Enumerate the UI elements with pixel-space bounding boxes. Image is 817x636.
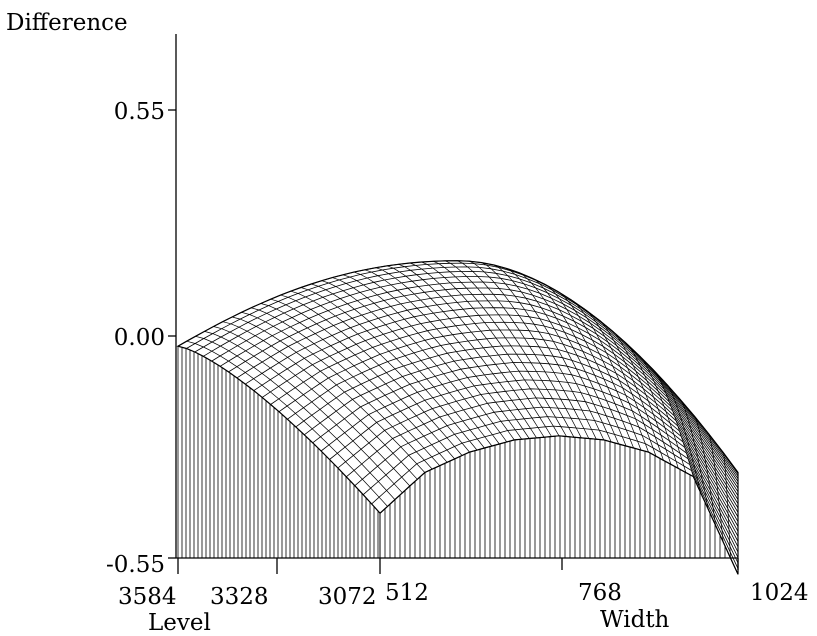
- z-tick-label: -0.55: [106, 552, 165, 578]
- surface-width-line: [557, 291, 642, 451]
- surface-width-line: [222, 321, 418, 480]
- surface-width-line: [204, 331, 403, 494]
- width-tick-label: 768: [578, 580, 622, 606]
- surface-width-line: [195, 335, 396, 500]
- surface-width-line: [610, 329, 672, 465]
- surface-width-line: [469, 260, 590, 439]
- surface-width-line: [457, 260, 582, 439]
- width-tick-label: 512: [385, 580, 429, 606]
- surface-width-line: [177, 345, 381, 514]
- surface-width-line: [241, 311, 433, 470]
- surface-width-line: [186, 340, 388, 507]
- surface-width-line: [583, 308, 657, 457]
- z-tick-label: 0.55: [114, 99, 165, 125]
- surface-width-line: [232, 316, 426, 473]
- surface-width-line: [409, 262, 552, 437]
- surface-width-line: [506, 268, 612, 443]
- surface-width-line: [290, 290, 470, 453]
- level-axis-title: Level: [148, 610, 211, 636]
- surface-width-line: [321, 280, 493, 447]
- surface-width-line: [353, 271, 515, 441]
- surface-width-line: [433, 260, 567, 437]
- surface-width-line: [300, 287, 478, 451]
- surface-width-line: [375, 267, 530, 439]
- level-tick-label: 3584: [118, 584, 177, 610]
- surface-width-line: [624, 341, 679, 469]
- z-axis-title: Difference: [6, 10, 128, 36]
- surface-width-line: [708, 433, 724, 542]
- surface-width-line: [342, 274, 508, 443]
- surface-width-line: [251, 307, 440, 466]
- width-axis-title: Width: [600, 607, 670, 633]
- surface-width-line: [213, 326, 411, 487]
- surface-width-line: [665, 383, 702, 493]
- surface-width-line: [311, 283, 485, 449]
- left-side-face: [178, 346, 380, 558]
- surface-width-line: [679, 399, 709, 510]
- surface-width-line: [723, 452, 731, 559]
- surface-width-line: [387, 265, 537, 439]
- surface-width-line: [270, 298, 455, 460]
- surface-width-line: [493, 264, 605, 441]
- surface-width-line: [421, 261, 560, 436]
- surface-width-line: [570, 299, 649, 453]
- axes: Difference 0.55 0.00 -0.55 3584 3328 307…: [6, 10, 809, 636]
- surface-width-line: [260, 303, 448, 463]
- surface-width-line: [694, 416, 716, 526]
- surface-mesh: [176, 260, 739, 575]
- level-tick-label: 3072: [318, 584, 377, 610]
- surface-width-line: [445, 260, 575, 438]
- surface-width-line: [398, 263, 545, 438]
- z-tick-label: 0.00: [114, 325, 165, 351]
- level-tick-label: 3328: [210, 584, 269, 610]
- surface-width-line: [332, 277, 500, 445]
- surface-width-line: [544, 283, 634, 449]
- surface-width-line: [364, 269, 522, 440]
- surface-width-line: [518, 272, 620, 445]
- width-tick-label: 1024: [750, 580, 809, 606]
- surface-width-line: [481, 262, 597, 440]
- surface-width-line: [597, 318, 664, 461]
- surface-width-line: [531, 277, 627, 447]
- surface-width-line: [637, 354, 687, 473]
- surface-width-line: [651, 368, 694, 477]
- surface-width-line: [280, 294, 463, 456]
